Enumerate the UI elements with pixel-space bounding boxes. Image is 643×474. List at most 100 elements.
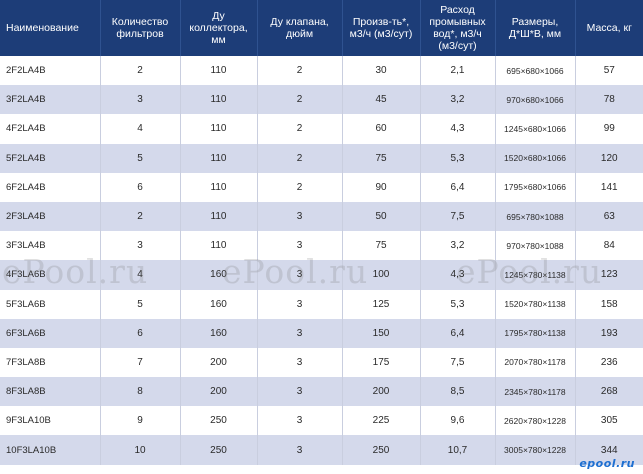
cell-filters: 5 (100, 289, 181, 319)
cell-mass: 63 (575, 201, 643, 232)
cell-valve: 2 (257, 172, 343, 202)
col-header-wash-water: Расход промывных вод*, м3/ч (м3/сут) (420, 0, 496, 56)
cell-valve: 3 (257, 435, 343, 465)
header-row: Наименование Количество фильтров Ду колл… (0, 0, 643, 56)
cell-capacity: 60 (342, 114, 421, 144)
cell-name: 5F3LA6B (0, 289, 101, 319)
table-row: 5F3LA6B 5 160 3 125 5,3 1520×780×1138 158 (0, 289, 643, 319)
cell-name: 2F2LA4B (0, 56, 101, 86)
table-row: 6F3LA6B 6 160 3 150 6,4 1795×780×1138 193 (0, 318, 643, 348)
cell-dimensions: 3005×780×1228 (495, 435, 576, 465)
cell-filters: 3 (100, 85, 181, 115)
table-row: 4F2LA4B 4 110 2 60 4,3 1245×680×1066 99 (0, 114, 643, 144)
cell-dimensions: 1795×680×1066 (495, 172, 576, 202)
cell-collector: 110 (180, 231, 258, 261)
cell-valve: 3 (257, 406, 343, 436)
cell-wash-water: 8,5 (420, 377, 496, 407)
cell-collector: 160 (180, 318, 258, 348)
cell-dimensions: 1795×780×1138 (495, 318, 576, 348)
cell-valve: 3 (257, 318, 343, 348)
cell-dimensions: 1520×680×1066 (495, 143, 576, 173)
cell-name: 3F3LA4B (0, 231, 101, 261)
cell-dimensions: 2070×780×1178 (495, 347, 576, 378)
cell-filters: 7 (100, 347, 181, 378)
cell-collector: 110 (180, 172, 258, 202)
cell-collector: 110 (180, 201, 258, 232)
cell-filters: 4 (100, 260, 181, 290)
cell-name: 6F2LA4B (0, 172, 101, 202)
cell-capacity: 30 (342, 56, 421, 86)
cell-valve: 2 (257, 143, 343, 173)
cell-capacity: 45 (342, 85, 421, 115)
cell-valve: 3 (257, 260, 343, 290)
cell-dimensions: 695×680×1066 (495, 56, 576, 86)
cell-valve: 3 (257, 289, 343, 319)
cell-capacity: 75 (342, 231, 421, 261)
cell-mass: 344 (575, 435, 643, 465)
cell-name: 6F3LA6B (0, 318, 101, 348)
table-row: 7F3LA8B 7 200 3 175 7,5 2070×780×1178 236 (0, 347, 643, 378)
cell-name: 9F3LA10B (0, 406, 101, 436)
cell-wash-water: 5,3 (420, 289, 496, 319)
cell-filters: 6 (100, 172, 181, 202)
cell-valve: 3 (257, 201, 343, 232)
cell-wash-water: 7,5 (420, 347, 496, 378)
col-header-dimensions: Размеры, Д*Ш*В, мм (495, 0, 576, 56)
cell-wash-water: 6,4 (420, 172, 496, 202)
cell-valve: 2 (257, 56, 343, 86)
cell-mass: 158 (575, 289, 643, 319)
cell-name: 8F3LA8B (0, 377, 101, 407)
cell-valve: 2 (257, 114, 343, 144)
cell-valve: 3 (257, 347, 343, 378)
cell-wash-water: 6,4 (420, 318, 496, 348)
cell-collector: 160 (180, 260, 258, 290)
corner-logo: epool.ru (579, 457, 635, 470)
cell-filters: 2 (100, 201, 181, 232)
table-row: 6F2LA4B 6 110 2 90 6,4 1795×680×1066 141 (0, 172, 643, 202)
cell-wash-water: 4,3 (420, 114, 496, 144)
cell-collector: 250 (180, 406, 258, 436)
cell-dimensions: 1520×780×1138 (495, 289, 576, 319)
cell-valve: 2 (257, 85, 343, 115)
table-row: 10F3LA10B 10 250 3 250 10,7 3005×780×1228 344 (0, 435, 643, 465)
cell-name: 7F3LA8B (0, 347, 101, 378)
cell-valve: 3 (257, 231, 343, 261)
cell-wash-water: 5,3 (420, 143, 496, 173)
cell-dimensions: 2620×780×1228 (495, 406, 576, 436)
cell-collector: 110 (180, 56, 258, 86)
table-row: 3F3LA4B 3 110 3 75 3,2 970×780×1088 84 (0, 231, 643, 261)
cell-mass: 99 (575, 114, 643, 144)
cell-collector: 110 (180, 85, 258, 115)
col-header-filters: Количество фильтров (100, 0, 181, 56)
cell-wash-water: 2,1 (420, 56, 496, 86)
col-header-valve: Ду клапана, дюйм (257, 0, 343, 56)
cell-capacity: 50 (342, 201, 421, 232)
cell-mass: 78 (575, 85, 643, 115)
cell-capacity: 90 (342, 172, 421, 202)
cell-mass: 84 (575, 231, 643, 261)
cell-name: 4F3LA6B (0, 260, 101, 290)
table-row: 2F2LA4B 2 110 2 30 2,1 695×680×1066 57 (0, 56, 643, 86)
cell-capacity: 125 (342, 289, 421, 319)
cell-capacity: 225 (342, 406, 421, 436)
cell-collector: 160 (180, 289, 258, 319)
cell-dimensions: 2345×780×1178 (495, 377, 576, 407)
table-row: 9F3LA10B 9 250 3 225 9,6 2620×780×1228 305 (0, 406, 643, 436)
cell-mass: 120 (575, 143, 643, 173)
cell-wash-water: 4,3 (420, 260, 496, 290)
cell-filters: 4 (100, 114, 181, 144)
cell-dimensions: 695×780×1088 (495, 201, 576, 232)
cell-capacity: 150 (342, 318, 421, 348)
table-row: 8F3LA8B 8 200 3 200 8,5 2345×780×1178 268 (0, 377, 643, 407)
cell-mass: 57 (575, 56, 643, 86)
table-body: 2F2LA4B 2 110 2 30 2,1 695×680×1066 57 3F2LA4B 3 1… (0, 56, 643, 465)
cell-dimensions: 970×780×1088 (495, 231, 576, 261)
cell-filters: 8 (100, 377, 181, 407)
cell-capacity: 100 (342, 260, 421, 290)
cell-wash-water: 10,7 (420, 435, 496, 465)
cell-filters: 3 (100, 231, 181, 261)
cell-collector: 200 (180, 347, 258, 378)
col-header-name: Наименование (0, 0, 101, 56)
cell-collector: 110 (180, 143, 258, 173)
table-row: 2F3LA4B 2 110 3 50 7,5 695×780×1088 63 (0, 201, 643, 232)
